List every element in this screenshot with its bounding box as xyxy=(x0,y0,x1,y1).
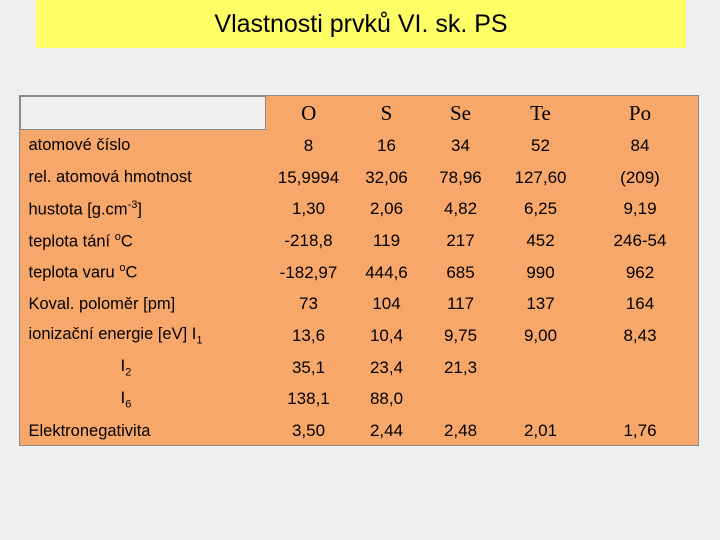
table-cell: 246-54 xyxy=(613,230,667,250)
row-label: hustota [g.cm-3] xyxy=(28,198,142,219)
column-header: Se xyxy=(450,100,471,125)
table-cell: 9,19 xyxy=(623,199,657,219)
table-cell: 117 xyxy=(446,294,475,314)
corner-cell xyxy=(20,96,266,130)
table-cell: 21,3 xyxy=(443,357,478,377)
table-cell: 119 xyxy=(372,230,401,250)
row-label: I2 xyxy=(120,356,132,379)
table-cell: 2,01 xyxy=(523,421,558,441)
table-row: atomové číslo 8 16 34 52 84 xyxy=(21,130,699,162)
column-header: O xyxy=(301,100,317,125)
table-cell: 8,43 xyxy=(623,325,657,345)
table-cell: 23,4 xyxy=(369,357,404,377)
table-cell xyxy=(582,384,699,416)
table-cell xyxy=(500,384,582,416)
table-cell: 3,50 xyxy=(291,421,326,441)
table-cell: 1,76 xyxy=(623,421,657,441)
properties-table: O S Se Te Po atomové číslo 8 16 34 52 84… xyxy=(20,96,699,447)
table-cell: (209) xyxy=(620,167,660,187)
table-cell: 6,25 xyxy=(523,199,558,219)
table-cell: 78,96 xyxy=(439,167,482,187)
table-row: hustota [g.cm-3] 1,30 2,06 4,82 6,25 9,1… xyxy=(21,193,699,225)
table-cell: 10,4 xyxy=(369,325,404,345)
table-cell: 9,75 xyxy=(443,325,478,345)
row-label: I6 xyxy=(120,388,132,411)
table-cell: 962 xyxy=(625,262,655,282)
table-cell: 685 xyxy=(446,262,475,282)
table-row: Koval. poloměr [pm] 73 104 117 137 164 xyxy=(21,288,699,320)
row-label: teplota varu oC xyxy=(28,262,138,282)
table-cell: 16 xyxy=(377,135,396,155)
table-cell: 9,00 xyxy=(523,325,558,345)
table-cell: 164 xyxy=(625,294,655,314)
table-cell: 35,1 xyxy=(291,357,326,377)
table-cell: 444,6 xyxy=(365,262,408,282)
table-cell: 34 xyxy=(451,135,470,155)
table-cell: 104 xyxy=(372,294,401,314)
row-label: atomové číslo xyxy=(28,136,131,155)
table-cell: 1,30 xyxy=(291,199,326,219)
row-label: Elektronegativita xyxy=(28,421,151,440)
title-banner: Vlastnosti prvků VI. sk. PS xyxy=(36,0,686,48)
row-label: rel. atomová hmotnost xyxy=(28,168,192,187)
table-cell: 8 xyxy=(303,135,314,155)
table-cell: -218,8 xyxy=(284,230,333,250)
table-cell xyxy=(422,384,500,416)
table-cell: 990 xyxy=(526,262,555,282)
row-label: ionizační energie [eV] I1 xyxy=(28,325,203,347)
table-row: I6 138,1 88,0 xyxy=(21,384,699,416)
table-cell: 2,48 xyxy=(443,421,478,441)
table-cell: 32,06 xyxy=(365,167,408,187)
row-label: Koval. poloměr [pm] xyxy=(28,294,176,313)
table-row: I2 35,1 23,4 21,3 xyxy=(21,352,699,384)
table-row: teplota tání oC -218,8 119 217 452 246-5… xyxy=(21,225,699,257)
column-header: Po xyxy=(628,100,652,125)
table-cell: 4,82 xyxy=(443,199,478,219)
table-cell: 217 xyxy=(446,230,475,250)
table-cell: 52 xyxy=(531,135,550,155)
table-cell: 127,60 xyxy=(514,167,567,187)
table-row: rel. atomová hmotnost 15,9994 32,06 78,9… xyxy=(21,162,699,194)
column-header: S xyxy=(380,100,393,125)
table-cell: 15,9994 xyxy=(277,167,340,187)
table-row: teplota varu oC -182,97 444,6 685 990 96… xyxy=(21,257,699,289)
table-cell xyxy=(582,352,699,384)
row-label: teplota tání oC xyxy=(28,230,133,251)
table-cell: 13,6 xyxy=(291,325,326,345)
column-header: Te xyxy=(530,100,551,125)
table-cell: -182,97 xyxy=(279,262,338,282)
slide-title: Vlastnosti prvků VI. sk. PS xyxy=(214,9,508,38)
table-cell xyxy=(500,352,582,384)
table-cell: 84 xyxy=(630,135,650,155)
table-cell: 137 xyxy=(526,294,555,314)
properties-table-container: O S Se Te Po atomové číslo 8 16 34 52 84… xyxy=(19,95,699,446)
table-cell: 2,44 xyxy=(369,421,404,441)
table-cell: 452 xyxy=(526,230,555,250)
table-row: ionizační energie [eV] I1 13,6 10,4 9,75… xyxy=(21,320,699,352)
table-cell: 73 xyxy=(299,294,318,314)
table-cell: 88,0 xyxy=(369,389,404,409)
table-cell: 2,06 xyxy=(369,199,404,219)
table-row: Elektronegativita 3,50 2,44 2,48 2,01 1,… xyxy=(21,415,699,447)
header-row: O S Se Te Po xyxy=(20,96,699,130)
table-cell: 138,1 xyxy=(287,389,330,409)
